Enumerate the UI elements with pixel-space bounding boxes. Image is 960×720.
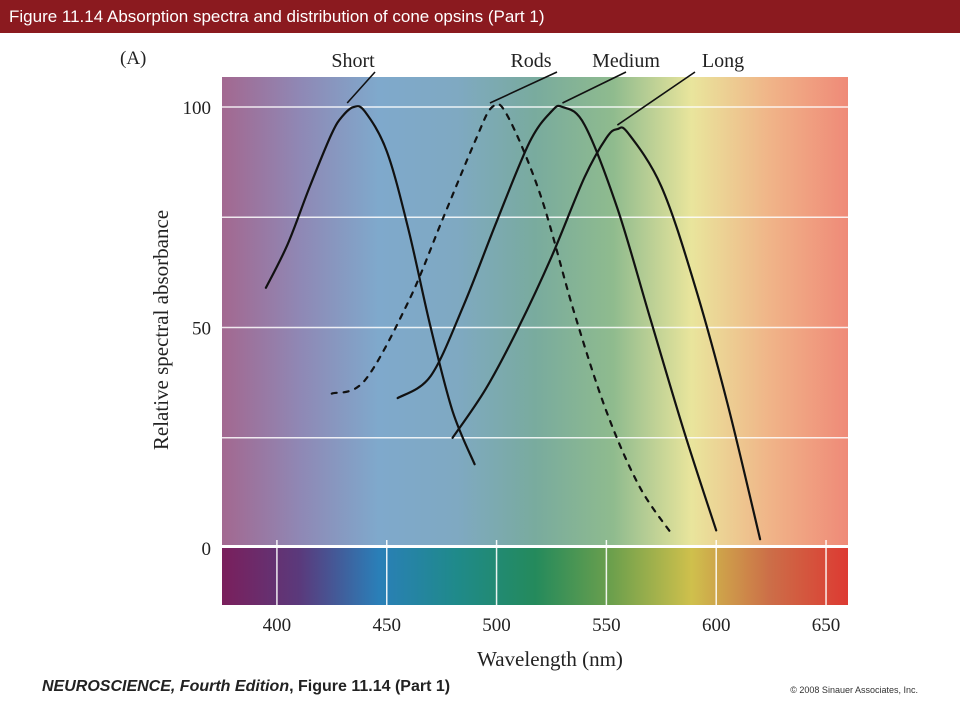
annotation-leader-medium (562, 71, 627, 104)
slide-title: Figure 11.14 Absorption spectra and dist… (0, 0, 960, 33)
curve-rods (330, 102, 674, 536)
x-tick-label: 550 (592, 615, 621, 636)
annotation-leader-short (346, 71, 376, 104)
y-tick-label: 100 (183, 98, 212, 119)
curve-short (264, 105, 476, 466)
x-tick-label: 600 (702, 615, 731, 636)
y-axis-label: Relative spectral absorbance (149, 210, 173, 450)
plot-background (222, 77, 848, 545)
copyright-notice: © 2008 Sinauer Associates, Inc. (790, 685, 918, 695)
annotation-label-rods: Rods (510, 50, 551, 72)
curve-medium (396, 104, 718, 532)
x-tick-label: 650 (812, 615, 841, 636)
panel-label: (A) (120, 48, 146, 69)
figure-reference: , Figure 11.14 (Part 1) (289, 678, 451, 695)
x-tick-label: 450 (372, 615, 401, 636)
annotation-label-short: Short (331, 50, 375, 72)
x-tick-label: 400 (263, 615, 292, 636)
annotation-leader-long (616, 71, 696, 126)
annotation-label-medium: Medium (592, 50, 660, 72)
annotation-leader-rods (489, 71, 558, 104)
y-tick-label: 0 (202, 539, 212, 560)
curve-long (451, 126, 762, 541)
y-tick-label: 50 (192, 319, 211, 340)
spectrum-band (222, 548, 848, 605)
x-tick-label: 500 (482, 615, 511, 636)
book-title: NEUROSCIENCE, Fourth Edition (42, 678, 290, 695)
footer-citation: NEUROSCIENCE, Fourth Edition, Figure 11.… (42, 678, 450, 696)
annotation-label-long: Long (702, 50, 744, 72)
x-axis-label: Wavelength (nm) (477, 647, 623, 671)
